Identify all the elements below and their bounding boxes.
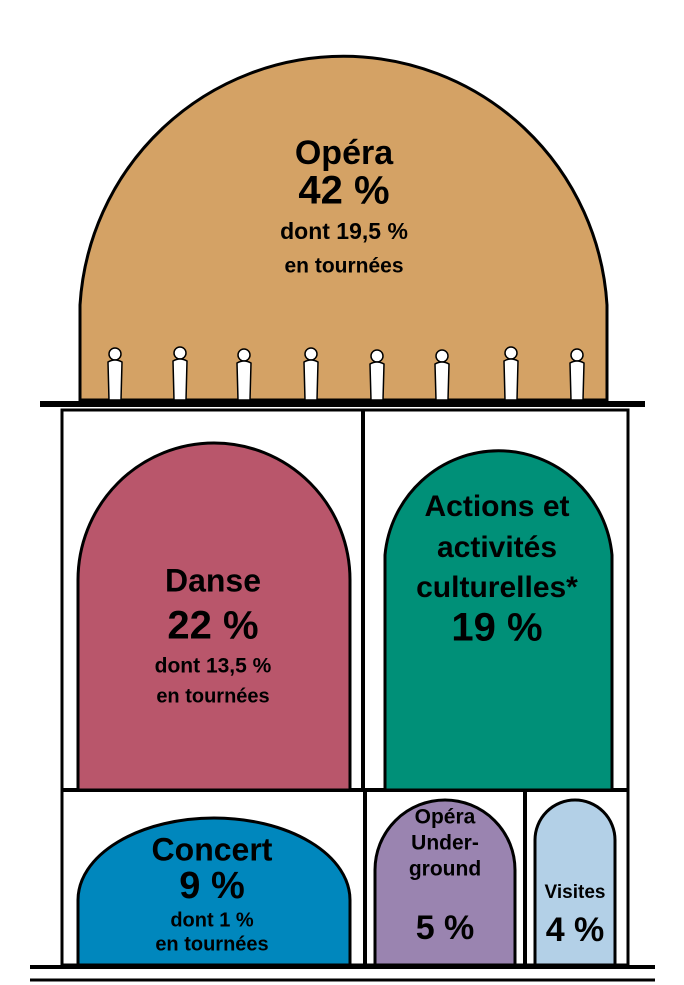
label: Under- [411,832,479,855]
underground-arch [373,798,517,967]
detail: dont 19,5 % [280,218,408,244]
label: culturelles* [416,571,578,604]
share: 22 % [167,604,258,648]
detail: en tournées [156,685,269,707]
figure [303,347,319,401]
label: Visites [545,882,606,903]
figure [236,348,252,401]
label: Danse [165,562,261,598]
danse-arch [76,441,352,792]
visites-arch [533,798,617,967]
figure [107,347,123,401]
label: activités [437,531,557,564]
label: ground [409,858,481,881]
label: Opéra [295,134,394,172]
figure [172,346,188,401]
share: 5 % [416,909,475,947]
share: 9 % [179,865,244,907]
actions-arch [383,449,614,792]
detail: en tournées [284,255,403,278]
opera-dome [78,54,609,402]
label: Actions et [424,490,569,523]
share: 42 % [298,169,389,213]
detail: en tournées [155,933,268,955]
detail: dont 1 % [170,909,254,931]
figure [434,349,450,401]
share: 4 % [546,911,605,949]
figure [369,349,385,401]
concert-arch [76,816,352,967]
figure [569,348,585,401]
label: Concert [152,831,273,867]
share: 19 % [451,606,542,650]
label: Opéra [415,806,476,829]
detail: dont 13,5 % [155,655,272,678]
figure [503,346,519,401]
figures [107,346,585,401]
